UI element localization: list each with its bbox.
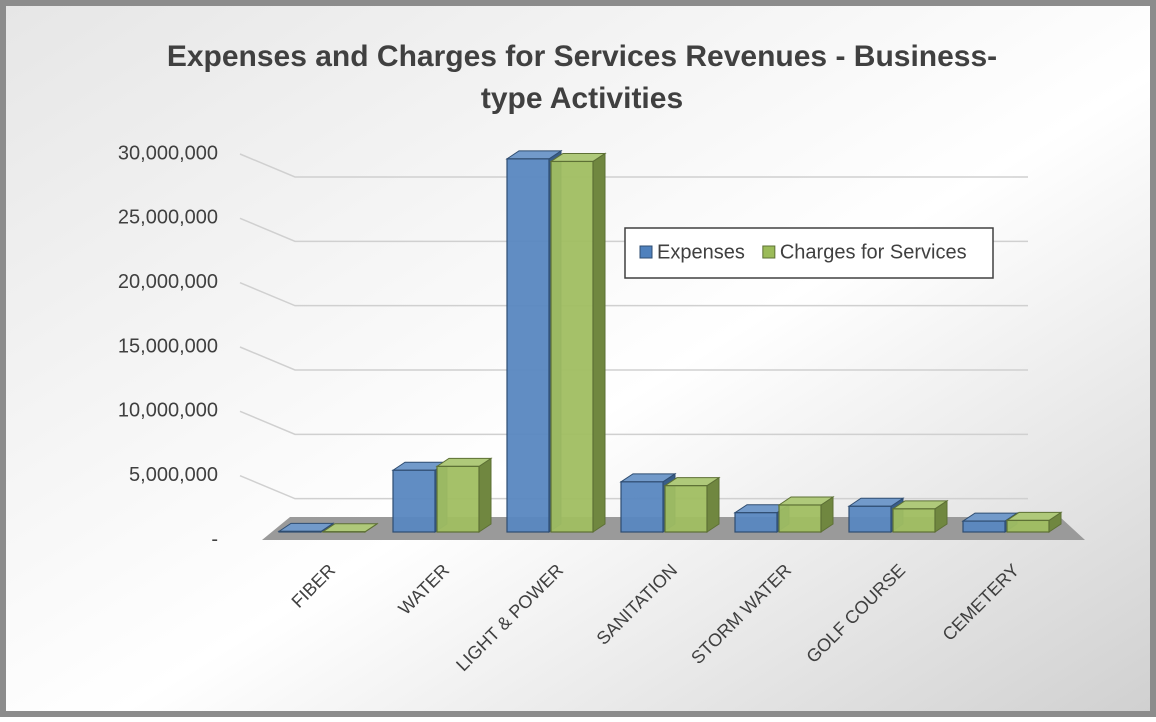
y-tick-label: 10,000,000: [118, 400, 218, 422]
y-tick-label: 20,000,000: [118, 271, 218, 293]
bar-front: [963, 521, 1005, 532]
bar-side: [707, 478, 719, 532]
legend-swatch: [763, 246, 775, 258]
y-tick-label: 15,000,000: [118, 335, 218, 357]
bar: [437, 458, 491, 532]
bar-front: [507, 159, 549, 532]
y-tick-label: -: [211, 528, 218, 550]
bar: [779, 497, 833, 532]
y-tick-label: 25,000,000: [118, 207, 218, 229]
chart-title: Expenses and Charges for Services Revenu…: [167, 40, 997, 73]
bar-front: [551, 161, 593, 532]
bar-front: [779, 505, 821, 532]
bar-front: [735, 513, 777, 532]
bar-front: [849, 506, 891, 532]
chart-title: type Activities: [481, 82, 683, 115]
bar-front: [437, 466, 479, 532]
bar-front: [279, 531, 321, 532]
bar: [665, 478, 719, 532]
bar-side: [593, 153, 605, 532]
bar: [551, 153, 605, 532]
bar-front: [893, 509, 935, 532]
bar-side: [479, 458, 491, 532]
legend-label: Charges for Services: [780, 241, 967, 263]
bar: [893, 501, 947, 532]
legend-label: Expenses: [657, 241, 745, 263]
bar-front: [665, 486, 707, 532]
bar-front: [621, 482, 663, 532]
y-tick-label: 5,000,000: [129, 464, 218, 486]
legend-swatch: [640, 246, 652, 258]
y-tick-label: 30,000,000: [118, 142, 218, 164]
bar: [1007, 512, 1061, 532]
legend: Expenses Charges for Services: [625, 228, 993, 278]
bar-front: [1007, 520, 1049, 532]
bar-front: [393, 470, 435, 532]
